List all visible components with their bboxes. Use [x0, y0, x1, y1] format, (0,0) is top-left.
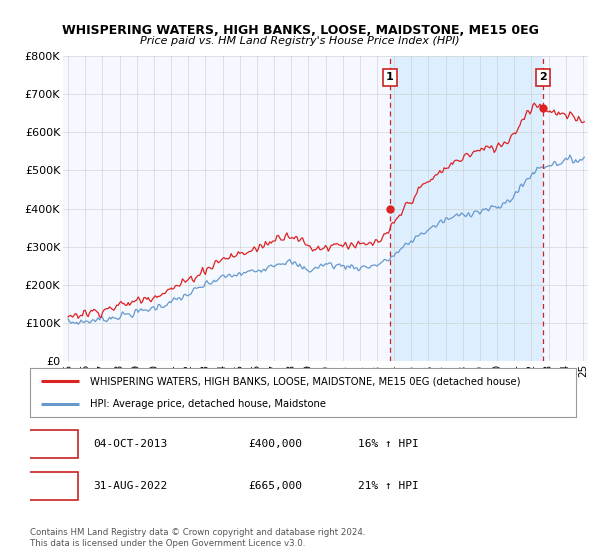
FancyBboxPatch shape [27, 472, 77, 500]
Text: WHISPERING WATERS, HIGH BANKS, LOOSE, MAIDSTONE, ME15 0EG: WHISPERING WATERS, HIGH BANKS, LOOSE, MA… [62, 24, 538, 36]
Text: £400,000: £400,000 [248, 439, 302, 449]
Text: Contains HM Land Registry data © Crown copyright and database right 2024.
This d: Contains HM Land Registry data © Crown c… [30, 528, 365, 548]
Text: WHISPERING WATERS, HIGH BANKS, LOOSE, MAIDSTONE, ME15 0EG (detached house): WHISPERING WATERS, HIGH BANKS, LOOSE, MA… [90, 376, 521, 386]
Text: 31-AUG-2022: 31-AUG-2022 [93, 481, 167, 491]
Text: 04-OCT-2013: 04-OCT-2013 [93, 439, 167, 449]
Text: 2: 2 [49, 479, 56, 492]
Bar [390, 56, 543, 361]
Text: 1: 1 [49, 437, 56, 450]
Text: 2: 2 [539, 72, 547, 82]
Text: Price paid vs. HM Land Registry's House Price Index (HPI): Price paid vs. HM Land Registry's House … [140, 36, 460, 46]
Text: HPI: Average price, detached house, Maidstone: HPI: Average price, detached house, Maid… [90, 399, 326, 409]
Text: £665,000: £665,000 [248, 481, 302, 491]
Text: 1: 1 [386, 72, 394, 82]
Text: 21% ↑ HPI: 21% ↑ HPI [358, 481, 418, 491]
Text: 16% ↑ HPI: 16% ↑ HPI [358, 439, 418, 449]
FancyBboxPatch shape [27, 430, 77, 458]
